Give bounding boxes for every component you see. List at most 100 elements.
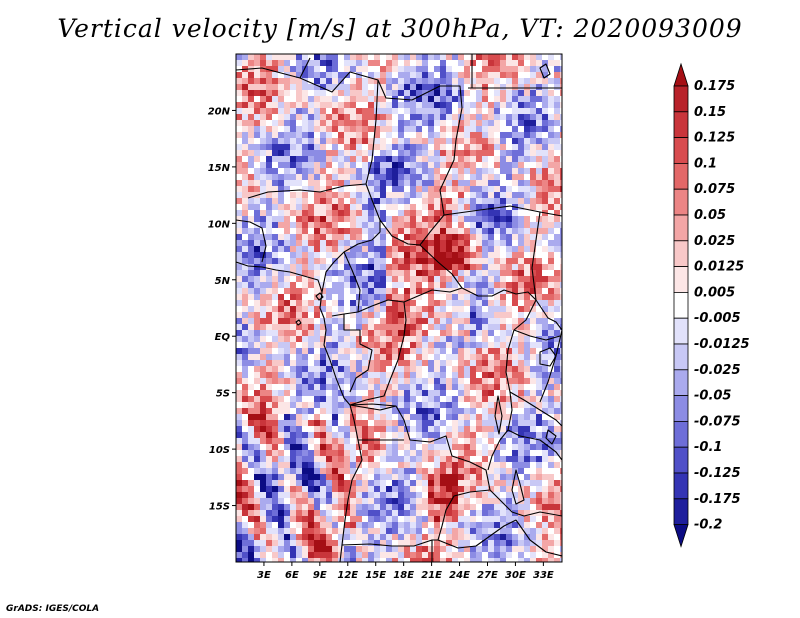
field-cell xyxy=(284,390,290,396)
field-cell xyxy=(272,534,278,540)
field-cell xyxy=(368,408,374,414)
field-cell xyxy=(284,480,290,486)
field-cell xyxy=(416,498,422,504)
field-cell xyxy=(554,306,560,312)
field-cell xyxy=(374,498,380,504)
field-cell xyxy=(368,540,374,546)
field-cell xyxy=(524,276,530,282)
field-cell xyxy=(266,468,272,474)
field-cell xyxy=(368,222,374,228)
field-cell xyxy=(386,240,392,246)
field-cell xyxy=(410,348,416,354)
field-cell xyxy=(356,180,362,186)
field-cell xyxy=(524,384,530,390)
field-cell xyxy=(368,336,374,342)
field-cell xyxy=(266,270,272,276)
field-cell xyxy=(332,198,338,204)
field-cell xyxy=(470,534,476,540)
field-cell xyxy=(284,84,290,90)
field-cell xyxy=(482,504,488,510)
field-cell xyxy=(350,408,356,414)
field-cell xyxy=(536,192,542,198)
field-cell xyxy=(302,162,308,168)
field-cell xyxy=(422,480,428,486)
field-cell xyxy=(266,246,272,252)
field-cell xyxy=(272,462,278,468)
field-cell xyxy=(542,102,548,108)
field-cell xyxy=(458,54,464,60)
field-cell xyxy=(410,240,416,246)
field-cell xyxy=(308,258,314,264)
field-cell xyxy=(440,132,446,138)
field-cell xyxy=(248,432,254,438)
field-cell xyxy=(356,378,362,384)
field-cell xyxy=(530,390,536,396)
field-cell xyxy=(536,348,542,354)
field-cell xyxy=(350,252,356,258)
field-cell xyxy=(452,78,458,84)
field-cell xyxy=(302,522,308,528)
field-cell xyxy=(362,522,368,528)
field-cell xyxy=(548,402,554,408)
field-cell xyxy=(236,78,242,84)
field-cell xyxy=(284,438,290,444)
field-cell xyxy=(410,324,416,330)
field-cell xyxy=(308,234,314,240)
field-cell xyxy=(434,234,440,240)
field-cell xyxy=(422,96,428,102)
field-cell xyxy=(338,294,344,300)
field-cell xyxy=(536,210,542,216)
field-cell xyxy=(338,114,344,120)
field-cell xyxy=(500,390,506,396)
field-cell xyxy=(428,438,434,444)
field-cell xyxy=(242,228,248,234)
field-cell xyxy=(392,72,398,78)
field-cell xyxy=(548,240,554,246)
field-cell xyxy=(560,276,562,282)
field-cell xyxy=(404,168,410,174)
field-cell xyxy=(428,366,434,372)
field-cell xyxy=(362,444,368,450)
field-cell xyxy=(470,336,476,342)
field-cell xyxy=(500,162,506,168)
field-cell xyxy=(410,456,416,462)
field-cell xyxy=(464,408,470,414)
field-cell xyxy=(422,186,428,192)
field-cell xyxy=(344,120,350,126)
field-cell xyxy=(434,300,440,306)
field-cell xyxy=(374,420,380,426)
field-cell xyxy=(380,300,386,306)
field-cell xyxy=(446,330,452,336)
field-cell xyxy=(536,114,542,120)
field-cell xyxy=(242,240,248,246)
field-cell xyxy=(320,108,326,114)
field-cell xyxy=(548,342,554,348)
field-cell xyxy=(464,354,470,360)
field-cell xyxy=(266,294,272,300)
field-cell xyxy=(440,342,446,348)
field-cell xyxy=(458,240,464,246)
field-cell xyxy=(518,318,524,324)
field-cell xyxy=(284,198,290,204)
field-cell xyxy=(518,78,524,84)
field-cell xyxy=(512,156,518,162)
field-cell xyxy=(542,456,548,462)
field-cell xyxy=(518,204,524,210)
field-cell xyxy=(368,468,374,474)
field-cell xyxy=(272,330,278,336)
field-cell xyxy=(344,180,350,186)
field-cell xyxy=(374,282,380,288)
field-cell xyxy=(374,264,380,270)
field-cell xyxy=(278,258,284,264)
field-cell xyxy=(236,378,242,384)
field-cell xyxy=(272,402,278,408)
field-cell xyxy=(290,78,296,84)
field-cell xyxy=(404,462,410,468)
field-cell xyxy=(464,396,470,402)
field-cell xyxy=(416,426,422,432)
field-cell xyxy=(434,126,440,132)
field-cell xyxy=(302,342,308,348)
field-cell xyxy=(416,156,422,162)
field-cell xyxy=(416,546,422,552)
field-cell xyxy=(260,210,266,216)
